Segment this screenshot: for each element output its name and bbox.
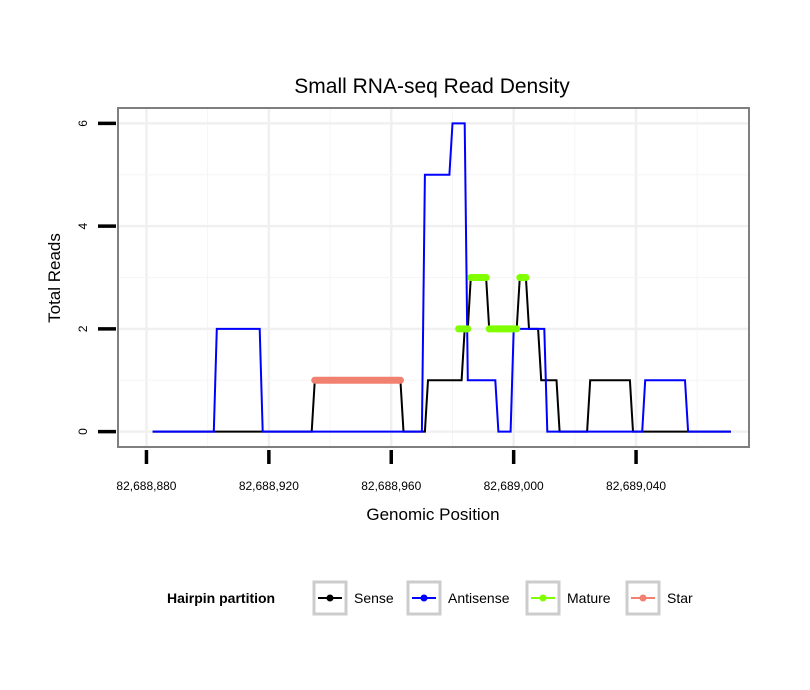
x-tick-label: 82,688,920 xyxy=(239,479,299,493)
legend-label-antisense: Antisense xyxy=(448,590,510,606)
legend-key-dot-antisense xyxy=(420,594,428,602)
series-layer xyxy=(152,122,731,433)
chart-title: Small RNA-seq Read Density xyxy=(294,75,570,98)
y-tick-label: 2 xyxy=(76,325,90,332)
y-tick-label: 6 xyxy=(76,120,90,127)
y-axis-title: Total Reads xyxy=(45,233,64,323)
y-tick-label: 4 xyxy=(76,222,90,229)
legend-label-mature: Mature xyxy=(567,590,611,606)
x-tick-label: 82,689,040 xyxy=(606,479,666,493)
legend-key-dot-star xyxy=(639,594,647,602)
legend-label-sense: Sense xyxy=(354,590,394,606)
legend-key-dot-sense xyxy=(326,594,334,602)
x-tick-label: 82,688,960 xyxy=(361,479,421,493)
legend: Hairpin partition Sense Antisense Mature St… xyxy=(167,580,693,616)
legend-label-star: Star xyxy=(667,590,693,606)
y-tick-label: 0 xyxy=(76,428,90,435)
legend-title: Hairpin partition xyxy=(167,590,275,606)
y-axis: 0 2 4 6 xyxy=(76,120,116,435)
series-line-antisense xyxy=(152,122,731,433)
x-axis: 82,688,880 82,688,920 82,688,960 82,689,000… xyxy=(116,450,666,493)
x-axis-title: Genomic Position xyxy=(366,505,499,524)
x-tick-label: 82,689,000 xyxy=(484,479,544,493)
legend-key-dot-mature xyxy=(539,594,547,602)
x-tick-label: 82,688,880 xyxy=(116,479,176,493)
